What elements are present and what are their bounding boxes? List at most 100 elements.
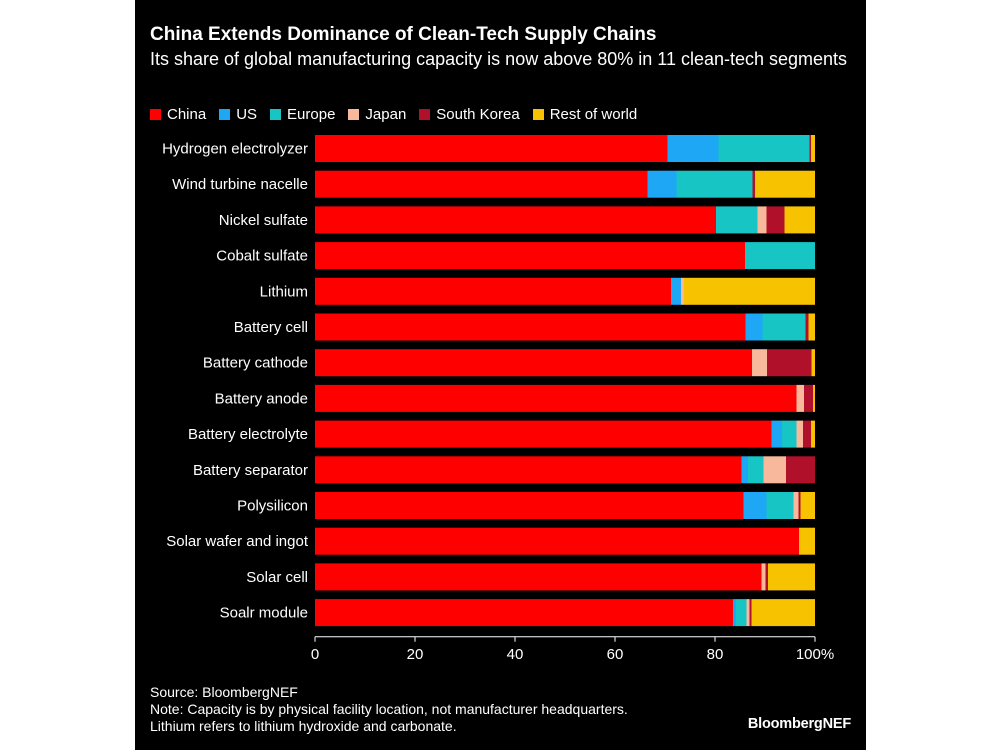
bar-solar-cell-rest-of-world: [768, 563, 815, 591]
category-label-battery-cathode: Battery cathode: [203, 355, 308, 372]
category-label-soalr-module: Soalr module: [220, 605, 308, 622]
bar-lithium-china: [315, 277, 671, 305]
x-tick-label: 80: [707, 646, 724, 663]
bar-battery-cell-us: [745, 313, 763, 341]
bar-wind-turbine-nacelle-south-korea: [752, 170, 755, 198]
bar-polysilicon-europe: [766, 492, 794, 519]
category-label-battery-electrolyte: Battery electrolyte: [188, 426, 308, 443]
legend-label-europe: Europe: [287, 106, 336, 123]
bar-nickel-sulfate-japan: [757, 206, 767, 234]
legend-swatch-japan: [348, 109, 360, 120]
chart-title: China Extends Dominance of Clean-Tech Su…: [150, 24, 657, 45]
bar-battery-separator-japan: [763, 456, 786, 484]
bar-lithium-us: [671, 277, 681, 305]
bar-battery-electrolyte-us: [771, 420, 782, 448]
bar-polysilicon-south-korea: [798, 492, 801, 519]
legend-item-china: China: [150, 106, 206, 123]
lithium-note: Lithium refers to lithium hydroxide and …: [150, 718, 457, 734]
bar-polysilicon-china: [315, 492, 744, 519]
x-tick-label: 20: [407, 646, 424, 663]
category-label-hydrogen-electrolyzer: Hydrogen electrolyzer: [162, 141, 308, 158]
bar-polysilicon-rest-of-world: [800, 492, 815, 519]
bar-battery-cell-china: [315, 313, 746, 341]
legend-swatch-us: [219, 109, 231, 120]
legend-label-japan: Japan: [365, 106, 407, 123]
bar-battery-cell-europe: [762, 313, 806, 341]
bar-cobalt-sulfate-china: [315, 242, 745, 270]
bar-lithium-japan: [681, 277, 684, 305]
legend-swatch-south-korea: [419, 109, 431, 120]
bar-solar-wafer-and-ingot-china: [315, 527, 799, 555]
source-note: Source: BloombergNEF: [150, 684, 298, 700]
bar-battery-separator-europe: [748, 456, 764, 484]
bar-soalr-module-japan: [746, 599, 750, 627]
bar-nickel-sulfate-rest-of-world: [784, 206, 815, 234]
bar-battery-separator-south-korea: [786, 456, 815, 484]
bar-hydrogen-electrolyzer-us: [667, 135, 719, 162]
x-tick-label: 60: [607, 646, 624, 663]
category-label-lithium: Lithium: [260, 283, 308, 300]
category-label-nickel-sulfate: Nickel sulfate: [219, 212, 308, 229]
bar-battery-cathode-south-korea: [767, 349, 812, 377]
bar-battery-electrolyte-japan: [796, 420, 803, 448]
brand-logo: BloombergNEF: [747, 716, 851, 732]
category-label-battery-anode: Battery anode: [215, 390, 308, 407]
bar-wind-turbine-nacelle-china: [315, 170, 648, 198]
legend-label-us: US: [236, 106, 258, 123]
bar-soalr-module-rest-of-world: [751, 599, 815, 627]
legend-item-rest-of-world: Rest of world: [532, 106, 638, 123]
bar-polysilicon-us: [743, 492, 767, 519]
bar-battery-anode-japan: [796, 384, 804, 412]
category-label-polysilicon: Polysilicon: [237, 498, 308, 515]
legend-item-us: US: [219, 106, 257, 123]
x-tick-label: 0: [311, 646, 319, 663]
chart-panel: China Extends Dominance of Clean-Tech Su…: [135, 0, 866, 750]
legend-item-japan: Japan: [348, 106, 406, 123]
capacity-note: Note: Capacity is by physical facility l…: [150, 701, 628, 717]
bar-hydrogen-electrolyzer-rest-of-world: [811, 135, 815, 162]
legend-label-china: China: [167, 106, 207, 123]
bar-battery-electrolyte-europe: [782, 420, 797, 448]
bar-solar-cell-china: [315, 563, 762, 591]
bar-battery-electrolyte-south-korea: [803, 420, 811, 448]
bar-battery-cathode-rest-of-world: [811, 349, 815, 377]
category-label-solar-cell: Solar cell: [246, 569, 308, 586]
legend-item-south-korea: South Korea: [419, 106, 520, 123]
bar-battery-anode-south-korea: [804, 384, 813, 412]
category-label-battery-separator: Battery separator: [193, 462, 308, 479]
bar-nickel-sulfate-china: [315, 206, 716, 234]
bar-battery-anode-china: [315, 384, 797, 412]
bar-soalr-module-china: [315, 599, 733, 627]
legend-label-south-korea: South Korea: [436, 106, 520, 123]
legend-swatch-rest-of-world: [532, 109, 544, 120]
bar-hydrogen-electrolyzer-europe: [718, 135, 810, 162]
category-label-cobalt-sulfate: Cobalt sulfate: [216, 248, 308, 265]
legend-label-rest-of-world: Rest of world: [549, 106, 638, 123]
chart-subtitle: Its share of global manufacturing capaci…: [150, 49, 848, 69]
bar-battery-electrolyte-china: [315, 420, 772, 448]
category-label-battery-cell: Battery cell: [234, 319, 308, 336]
bar-polysilicon-japan: [793, 492, 799, 519]
bar-battery-separator-china: [315, 456, 742, 484]
bar-battery-cell-rest-of-world: [808, 313, 815, 341]
category-label-wind-turbine-nacelle: Wind turbine nacelle: [172, 176, 308, 193]
bar-battery-cell-south-korea: [805, 313, 809, 341]
bar-lithium-rest-of-world: [684, 277, 815, 305]
bar-wind-turbine-nacelle-europe: [676, 170, 753, 198]
bar-battery-electrolyte-rest-of-world: [811, 420, 815, 448]
bar-soalr-module-europe: [736, 599, 747, 627]
bar-hydrogen-electrolyzer-china: [315, 135, 668, 162]
bar-cobalt-sulfate-europe: [745, 242, 815, 270]
stacked-bar-chart: Hydrogen electrolyzer Wind turbine nacell…: [162, 135, 834, 663]
legend-swatch-europe: [270, 109, 282, 120]
bar-battery-cathode-japan: [752, 349, 767, 377]
bar-solar-wafer-and-ingot-rest-of-world: [799, 527, 815, 555]
category-label-solar-wafer-and-ingot: Solar wafer and ingot: [166, 533, 309, 550]
bar-wind-turbine-nacelle-us: [647, 170, 677, 198]
bar-battery-anode-rest-of-world: [813, 384, 815, 412]
x-tick-label: 100%: [796, 646, 834, 663]
chart-footer: Source: BloombergNEF Note: Capacity is b…: [150, 684, 710, 735]
bar-nickel-sulfate-europe: [716, 206, 758, 234]
bar-soalr-module-south-korea: [749, 599, 752, 627]
